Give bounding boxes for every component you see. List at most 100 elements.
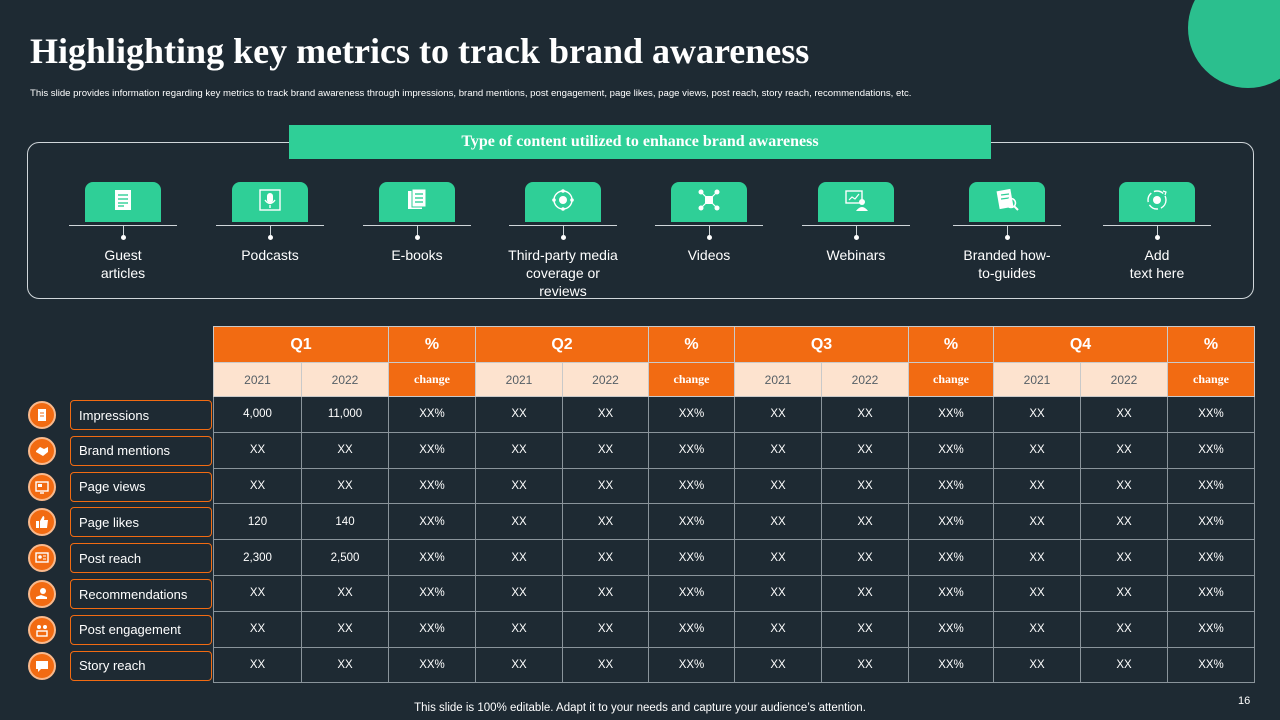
table-cell: XX% xyxy=(1167,574,1255,612)
table-cell: XX xyxy=(213,646,302,684)
table-cell: XX% xyxy=(908,396,994,433)
table-cell: XX xyxy=(734,503,822,541)
thumbs-up-icon xyxy=(28,508,56,537)
table-row: 2,300 2,500 XX% XX XX XX% XX XX XX% XX XX XX% xyxy=(213,539,1255,576)
table-cell: XX% xyxy=(648,574,735,612)
table-cell: XX xyxy=(734,574,822,612)
change-header: change xyxy=(908,362,994,397)
content-type-add-text: Add text here xyxy=(1102,182,1212,282)
table-cell: XX xyxy=(562,503,649,541)
table-cell: XX xyxy=(475,467,563,505)
year-header-row: 2021 2022 change 2021 2022 change 2021 2… xyxy=(213,362,1255,397)
table-cell: XX xyxy=(734,539,822,576)
table-cell: XX xyxy=(993,396,1081,433)
table-cell: XX% xyxy=(1167,396,1255,433)
content-type-webinars: Webinars xyxy=(801,182,911,264)
year-header: 2022 xyxy=(562,362,649,397)
table-row: XX XX XX% XX XX XX% XX XX XX% XX XX XX% xyxy=(213,431,1255,469)
table-cell: XX xyxy=(301,467,389,505)
table-cell: XX xyxy=(475,574,563,612)
table-cell: XX% xyxy=(1167,467,1255,505)
table-cell: XX% xyxy=(648,396,735,433)
metric-label: Story reach xyxy=(70,650,212,681)
add-text-icon xyxy=(1144,187,1170,218)
table-cell: XX xyxy=(821,503,909,541)
table-cell: XX% xyxy=(908,503,994,541)
article-icon xyxy=(110,187,136,218)
metric-label: Page views xyxy=(70,471,212,502)
table-cell: XX xyxy=(993,503,1081,541)
table-cell: XX% xyxy=(388,610,476,648)
table-cell: XX xyxy=(993,574,1081,612)
table-cell: XX% xyxy=(908,431,994,469)
table-cell: 120 xyxy=(213,503,302,541)
table-cell: XX xyxy=(1080,431,1168,469)
table-cell: XX% xyxy=(908,467,994,505)
metric-row: Post reach xyxy=(28,543,212,574)
table-cell: XX xyxy=(821,574,909,612)
table-cell: XX xyxy=(821,431,909,469)
table-cell: XX% xyxy=(1167,503,1255,541)
table-cell: XX xyxy=(821,646,909,684)
webinar-icon xyxy=(843,187,869,218)
metric-label: Post engagement xyxy=(70,614,212,645)
content-type-label: Branded how- to-guides xyxy=(963,247,1051,281)
table-cell: XX xyxy=(213,467,302,505)
table-cell: XX xyxy=(1080,539,1168,576)
content-type-podcasts: Podcasts xyxy=(215,182,325,264)
table-cell: XX xyxy=(1080,610,1168,648)
content-type-label: Videos xyxy=(687,247,731,263)
table-cell: XX xyxy=(562,467,649,505)
table-cell: XX% xyxy=(388,503,476,541)
table-cell: XX% xyxy=(648,467,735,505)
table-cell: XX xyxy=(562,539,649,576)
table-cell: XX xyxy=(213,431,302,469)
footer-note: This slide is 100% editable. Adapt it to… xyxy=(414,702,866,714)
handshake-icon xyxy=(28,436,56,465)
table-cell: XX xyxy=(993,610,1081,648)
table-cell: XX xyxy=(562,646,649,684)
content-type-media-coverage: Third-party media coverage or reviews xyxy=(508,182,618,300)
table-cell: 140 xyxy=(301,503,389,541)
quarter-header: Q2 xyxy=(475,326,649,363)
metric-label: Page likes xyxy=(70,507,212,538)
table-cell: XX xyxy=(301,431,389,469)
quarter-header: Q4 xyxy=(993,326,1168,363)
table-cell: XX xyxy=(475,431,563,469)
media-coverage-icon xyxy=(550,187,576,218)
table-row: XX XX XX% XX XX XX% XX XX XX% XX XX XX% xyxy=(213,467,1255,505)
metric-row: Post engagement xyxy=(28,614,212,645)
table-cell: XX% xyxy=(388,431,476,469)
table-cell: XX xyxy=(213,574,302,612)
table-cell: XX xyxy=(993,431,1081,469)
content-type-label: Podcasts xyxy=(241,247,299,263)
table-cell: XX xyxy=(1080,503,1168,541)
table-cell: XX% xyxy=(908,646,994,684)
table-row: 4,000 11,000 XX% XX XX XX% XX XX XX% XX XX XX% xyxy=(213,396,1255,433)
table-cell: XX% xyxy=(908,610,994,648)
table-row: XX XX XX% XX XX XX% XX XX XX% XX XX XX% xyxy=(213,574,1255,612)
table-cell: XX xyxy=(562,610,649,648)
table-row: 120 140 XX% XX XX XX% XX XX XX% XX XX XX% xyxy=(213,503,1255,541)
table-cell: XX xyxy=(475,539,563,576)
metric-row: Brand mentions xyxy=(28,435,212,466)
table-cell: 11,000 xyxy=(301,396,389,433)
table-cell: XX xyxy=(475,646,563,684)
table-cell: XX xyxy=(993,539,1081,576)
content-types-banner: Type of content utilized to enhance bran… xyxy=(289,125,991,159)
table-cell: XX xyxy=(213,610,302,648)
quarter-header-row: Q1 % Q2 % Q3 % Q4 % xyxy=(213,326,1255,363)
metric-label: Recommendations xyxy=(70,579,212,609)
table-cell: XX xyxy=(734,610,822,648)
metric-row: Page likes xyxy=(28,507,212,538)
microphone-icon xyxy=(257,187,283,218)
table-cell: XX xyxy=(562,396,649,433)
percent-header: % xyxy=(388,326,476,363)
quarter-header: Q3 xyxy=(734,326,909,363)
table-cell: XX% xyxy=(1167,646,1255,684)
change-header: change xyxy=(1167,362,1255,397)
table-cell: 2,300 xyxy=(213,539,302,576)
year-header: 2021 xyxy=(734,362,822,397)
year-header: 2021 xyxy=(213,362,302,397)
metric-row: Recommendations xyxy=(28,579,212,609)
